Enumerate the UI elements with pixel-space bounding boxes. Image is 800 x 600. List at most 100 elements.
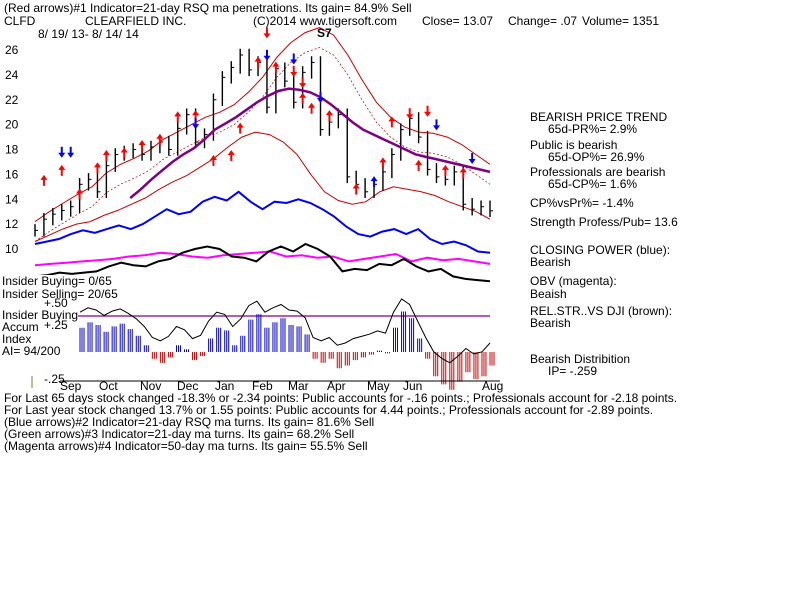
index-label: Index [2,332,32,346]
closing-power-label: CLOSING POWER (blue): [530,243,671,257]
x-tick-label: Jun [403,379,422,393]
accum-minus25: -.25 [44,372,65,386]
red-down-arrow [263,27,271,39]
red-up-arrow [102,149,110,161]
lower-band-line [34,131,491,242]
x-tick-label: May [367,379,390,393]
closing-power-state: Bearish [530,255,571,269]
x-tick-label: Oct [99,379,118,393]
red-up-arrow [441,164,449,176]
cp-value: 65d-CP%= 1.6% [548,177,638,191]
distribution-label: Bearish Distribition [530,352,631,366]
indicator-1-line: (Red arrows)#1 Indicator=21-day RSQ ma p… [4,1,412,15]
blue-down-arrow [432,119,440,131]
red-up-arrow [459,167,467,179]
insider-buying-2: Insider Buying [2,308,79,322]
red-up-arrow [352,183,360,195]
x-tick-label: Mar [288,379,309,393]
close-value: Close= 13.07 [422,14,494,28]
y-tick-label: 26 [5,43,19,57]
red-down-arrow [406,108,414,120]
op-value: 65d-OP%= 26.9% [548,150,645,164]
red-up-arrow [120,147,128,159]
blue-down-arrow [192,118,200,130]
inner-band-line [34,47,491,242]
red-up-arrow [415,159,423,171]
red-up-arrow [272,61,280,73]
red-up-arrow [254,56,262,68]
y-tick-label: 22 [5,93,19,107]
insider-buying: Insider Buying= 0/65 [2,274,112,288]
date-range: 8/ 19/ 13- 8/ 14/ 14 [38,27,139,41]
obv-label: OBV (magenta): [530,274,617,288]
ticker: CLFD [4,14,36,28]
insider-selling: Insider Selling= 20/65 [2,287,118,301]
y-tick-label: 12 [5,217,19,231]
pr-value: 65d-PR%= 2.9% [548,122,638,136]
red-up-arrow [76,188,84,200]
public-state: Public is bearish [530,138,618,152]
footer-line-1: For Last 65 days stock changed -18.3% or… [4,391,678,405]
red-up-arrow [93,162,101,174]
y-tick-label: 18 [5,143,19,157]
red-up-arrow [325,110,333,122]
red-down-arrow [290,65,298,77]
footer-line-4: (Green arrows)#3 Indicator=21-day ma tur… [4,427,355,441]
red-up-arrow [209,154,217,166]
x-tick-label: Feb [252,379,273,393]
professionals-state: Professionals are bearish [530,165,666,179]
x-tick-label: Dec [177,379,198,393]
closing-power-line [34,190,491,254]
copyright: (C)2014 www.tigersoft.com [253,14,398,28]
y-tick-label: 24 [5,68,19,82]
obv-line [34,250,491,267]
red-up-arrow [236,122,244,134]
ip-value: IP= -.259 [548,364,598,378]
x-tick-label: Aug [482,379,503,393]
accum-plus25: +.25 [44,318,68,332]
red-up-arrow [308,102,316,114]
ai-value: AI= 94/200 [2,344,61,358]
obv-state: Beaish [530,287,567,301]
footer-line-2: For Last year stock changed 13.7% or 1.5… [4,403,654,417]
x-tick-label: Jan [215,379,234,393]
accum-label: Accum [2,320,39,334]
blue-down-arrow [67,146,75,158]
blue-down-arrow [263,49,271,61]
relstr-state: Bearish [530,316,571,330]
red-up-arrow [156,133,164,145]
blue-down-arrow [290,53,298,65]
trend-title: BEARISH PRICE TREND [530,110,668,124]
y-tick-label: 16 [5,167,19,181]
relstr-label: REL.STR..VS DJI (brown): [530,304,673,318]
signal-s7: S7 [317,26,332,40]
blue-up-arrow [370,176,378,188]
x-tick-label: Apr [327,379,346,393]
red-up-arrow [58,164,66,176]
volume-value: Volume= 1351 [582,14,660,28]
red-up-arrow [40,174,48,186]
change-value: Change= .07 [508,14,578,28]
footer-line-5: (Magenta arrows)#4 Indicator=50-day ma t… [4,439,368,453]
red-up-arrow [299,92,307,104]
red-up-arrow [388,116,396,128]
x-tick-label: Nov [140,379,161,393]
red-up-arrow [379,157,387,169]
accum-plus50: +.50 [44,296,68,310]
x-tick-label: Sep [60,379,82,393]
red-down-arrow [299,77,307,89]
y-tick-label: 14 [5,192,19,206]
ma50-line [129,87,491,199]
y-tick-label: 10 [5,242,19,256]
red-up-arrow [174,111,182,123]
red-up-arrow [227,149,235,161]
blue-down-arrow [58,146,66,158]
accum-ma-line [79,298,491,364]
cp-vs-pr: CP%vsPr%= -1.4% [530,196,634,210]
red-down-arrow [424,105,432,117]
relstr-line [34,242,491,283]
strength-ratio: Strength Profess/Pub= 13.6 [530,215,678,229]
y-tick-label: 20 [5,118,19,132]
blue-down-arrow [468,152,476,164]
